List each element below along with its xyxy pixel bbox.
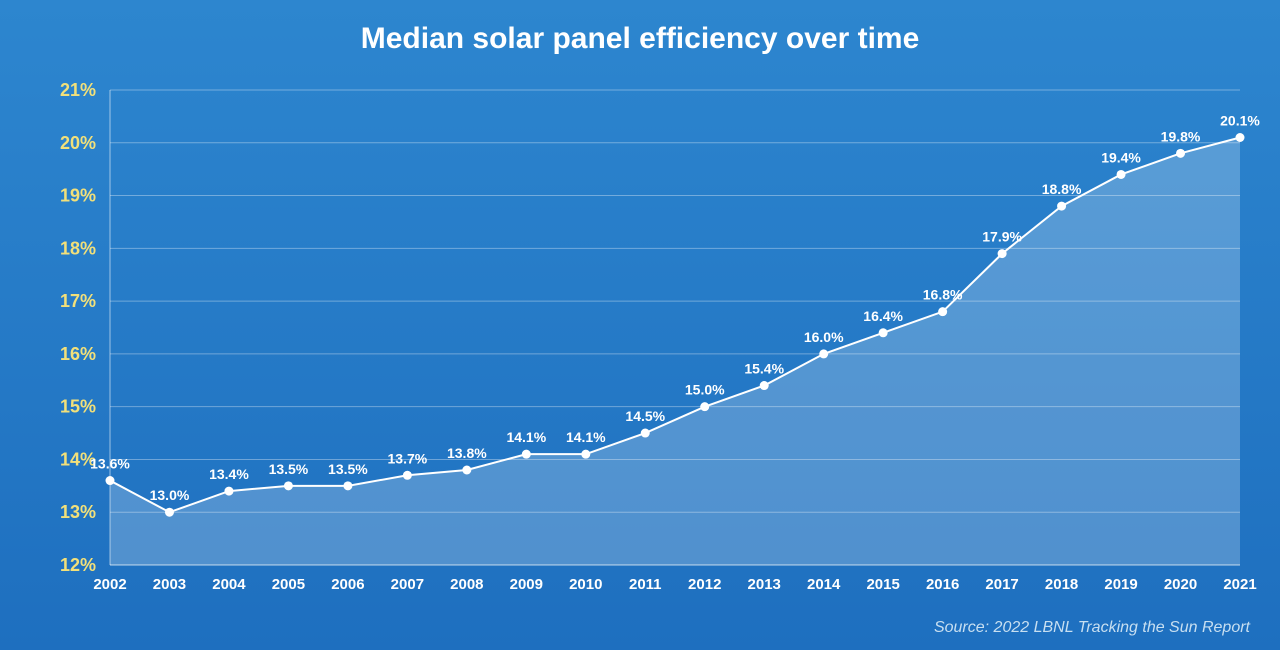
x-tick-label: 2019 xyxy=(1104,576,1137,593)
point-label: 19.4% xyxy=(1101,149,1141,165)
x-tick-label: 2007 xyxy=(391,576,424,593)
x-tick-label: 2014 xyxy=(807,576,841,593)
point-label: 16.8% xyxy=(923,287,963,303)
x-tick-label: 2009 xyxy=(510,576,543,593)
y-tick-label: 17% xyxy=(60,291,96,311)
x-tick-label: 2018 xyxy=(1045,576,1078,593)
point-label: 13.8% xyxy=(447,445,487,461)
data-marker xyxy=(403,471,412,480)
y-tick-label: 19% xyxy=(60,186,96,206)
x-tick-label: 2002 xyxy=(93,576,126,593)
data-marker xyxy=(462,466,471,475)
x-tick-label: 2017 xyxy=(985,576,1018,593)
point-label: 14.1% xyxy=(506,429,546,445)
efficiency-area-chart: 12%13%14%15%16%17%18%19%20%21%13.6%20021… xyxy=(0,0,1280,650)
point-label: 16.4% xyxy=(863,308,903,324)
point-label: 13.7% xyxy=(388,450,428,466)
y-tick-label: 21% xyxy=(60,80,96,100)
y-tick-label: 13% xyxy=(60,502,96,522)
y-tick-label: 18% xyxy=(60,238,96,258)
x-tick-label: 2020 xyxy=(1164,576,1197,593)
point-label: 13.6% xyxy=(90,456,130,472)
data-marker xyxy=(1117,170,1126,179)
point-label: 15.0% xyxy=(685,382,725,398)
y-tick-label: 16% xyxy=(60,344,96,364)
data-marker xyxy=(938,307,947,316)
data-marker xyxy=(224,487,233,496)
x-tick-label: 2016 xyxy=(926,576,959,593)
chart-title: Median solar panel efficiency over time xyxy=(361,22,920,55)
point-label: 16.0% xyxy=(804,329,844,345)
data-marker xyxy=(106,476,115,485)
x-tick-label: 2006 xyxy=(331,576,364,593)
data-marker xyxy=(641,429,650,438)
data-marker xyxy=(1236,133,1245,142)
point-label: 15.4% xyxy=(744,361,784,377)
y-tick-label: 20% xyxy=(60,133,96,153)
y-tick-label: 12% xyxy=(60,555,96,575)
data-marker xyxy=(879,328,888,337)
x-tick-label: 2012 xyxy=(688,576,721,593)
point-label: 14.5% xyxy=(625,408,665,424)
point-label: 13.5% xyxy=(328,461,368,477)
x-tick-label: 2005 xyxy=(272,576,305,593)
x-tick-label: 2013 xyxy=(748,576,781,593)
x-tick-label: 2003 xyxy=(153,576,186,593)
x-tick-label: 2021 xyxy=(1223,576,1256,593)
x-tick-label: 2011 xyxy=(629,576,662,593)
point-label: 13.4% xyxy=(209,466,249,482)
data-marker xyxy=(343,481,352,490)
data-marker xyxy=(1176,149,1185,158)
data-marker xyxy=(1057,202,1066,211)
point-label: 20.1% xyxy=(1220,113,1260,129)
point-label: 17.9% xyxy=(982,229,1022,245)
data-marker xyxy=(581,450,590,459)
data-marker xyxy=(700,402,709,411)
point-label: 13.5% xyxy=(269,461,309,477)
y-tick-label: 15% xyxy=(60,397,96,417)
x-tick-label: 2008 xyxy=(450,576,483,593)
data-marker xyxy=(522,450,531,459)
data-marker xyxy=(819,349,828,358)
point-label: 13.0% xyxy=(150,487,190,503)
data-marker xyxy=(284,481,293,490)
data-marker xyxy=(998,249,1007,258)
x-tick-label: 2010 xyxy=(569,576,602,593)
point-label: 18.8% xyxy=(1042,181,1082,197)
data-marker xyxy=(760,381,769,390)
point-label: 14.1% xyxy=(566,429,606,445)
x-tick-label: 2015 xyxy=(866,576,899,593)
source-caption: Source: 2022 LBNL Tracking the Sun Repor… xyxy=(934,619,1251,636)
data-marker xyxy=(165,508,174,517)
point-label: 19.8% xyxy=(1161,128,1201,144)
x-tick-label: 2004 xyxy=(212,576,246,593)
